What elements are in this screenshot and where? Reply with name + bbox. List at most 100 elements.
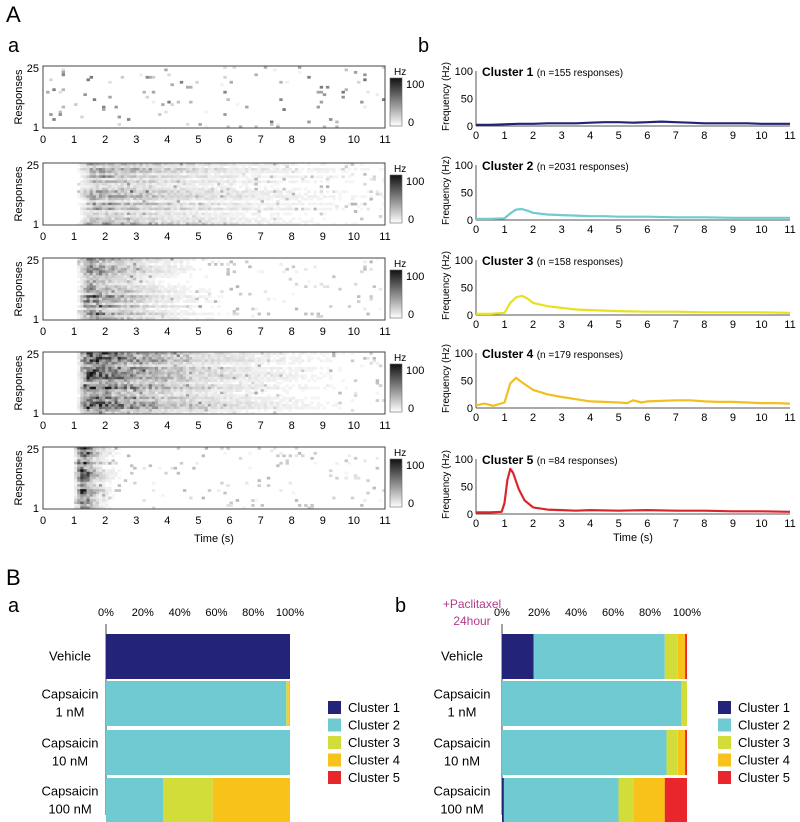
heatmap-cell <box>105 197 109 201</box>
heatmap-cell <box>161 315 165 318</box>
heatmap-cell <box>360 167 364 171</box>
heatmap-cell <box>248 195 252 199</box>
heatmap-cell <box>291 192 296 196</box>
heatmap-cell <box>102 491 106 495</box>
heatmap-cell <box>120 369 125 373</box>
heatmap-cell <box>164 356 168 360</box>
x-tick-label: 11 <box>379 326 390 338</box>
heatmap-cell <box>108 409 112 412</box>
heatmap-cell <box>276 190 280 194</box>
heatmap-cell <box>164 411 168 415</box>
heatmap-cell <box>313 207 317 211</box>
heatmap-cell <box>204 182 209 186</box>
heatmap-cell <box>154 290 159 294</box>
heatmap-cell <box>182 165 187 169</box>
heatmap-cell <box>226 185 230 189</box>
heatmap-cell <box>341 167 345 171</box>
heatmap-cell <box>86 215 90 218</box>
heatmap-cell <box>114 212 118 216</box>
heatmap-cell <box>297 66 302 69</box>
heatmap-cell <box>154 182 159 186</box>
heatmap-cell <box>167 170 171 174</box>
heatmap-cell <box>269 379 274 383</box>
heatmap-cell <box>235 366 240 370</box>
heatmap-cell <box>288 175 293 179</box>
heatmap-cell <box>220 359 224 363</box>
heatmap-cell <box>192 215 196 218</box>
heatmap-cell <box>98 205 103 208</box>
heatmap-cell <box>77 384 81 388</box>
heatmap-cell <box>204 312 209 316</box>
heatmap-cell <box>241 212 246 216</box>
heatmap-cell <box>161 359 165 363</box>
heatmap-cell <box>214 210 218 213</box>
heatmap-cell <box>111 466 115 470</box>
heatmap-cell <box>176 404 181 407</box>
heatmap-cell <box>313 374 317 378</box>
heatmap-cell <box>80 192 84 196</box>
heatmap-cell <box>201 381 205 385</box>
heatmap-cell <box>214 200 218 203</box>
heatmap-cell <box>89 75 94 79</box>
heatmap-cell <box>108 381 112 385</box>
heatmap-cell <box>363 195 367 199</box>
heatmap-cell <box>117 277 122 281</box>
heatmap-cell <box>170 103 174 106</box>
heatmap-cell <box>189 409 193 412</box>
heatmap-cell <box>123 167 128 171</box>
heatmap-cell <box>117 260 122 264</box>
y-tick-label: 1 <box>33 408 39 420</box>
heatmap-cell <box>325 175 330 179</box>
heatmap-cell <box>269 376 274 380</box>
heatmap-cell <box>210 404 215 407</box>
heatmap-cell <box>319 170 324 174</box>
heatmap-cell <box>102 352 106 355</box>
heatmap-cell <box>176 220 181 223</box>
heatmap-cell <box>86 354 90 358</box>
heatmap-cell <box>241 205 246 208</box>
heatmap-cell <box>170 287 174 291</box>
heatmap-cell <box>245 369 249 373</box>
heatmap-cell <box>301 220 305 223</box>
heatmap-cell <box>108 352 112 355</box>
heatmap-cell <box>136 187 140 191</box>
heatmap-cell <box>161 262 165 266</box>
heatmap-cell <box>92 464 97 468</box>
heatmap-cell <box>301 180 305 184</box>
heatmap-cell <box>139 212 143 216</box>
heatmap-cell <box>98 401 103 405</box>
heatmap-cell <box>120 195 125 199</box>
heatmap-cell <box>123 404 128 407</box>
heatmap-cell <box>372 356 376 360</box>
heatmap-cell <box>273 374 277 378</box>
heatmap-cell <box>179 287 184 291</box>
heatmap-cell <box>86 361 90 365</box>
heatmap-cell <box>378 192 383 196</box>
heatmap-cell <box>130 354 134 358</box>
heatmap-cell <box>139 379 143 383</box>
heatmap-cell <box>207 220 212 223</box>
heatmap-cell <box>210 215 215 218</box>
heatmap-cell <box>142 404 146 407</box>
heatmap-cell <box>83 366 87 370</box>
heatmap-cell <box>229 396 233 400</box>
heatmap-cell <box>220 391 224 395</box>
heatmap-cell <box>89 461 94 465</box>
heatmap-cell <box>86 401 90 405</box>
heatmap-cell <box>139 275 143 279</box>
heatmap-cell <box>235 374 240 378</box>
heatmap-cell <box>254 192 258 196</box>
heatmap-cell <box>161 167 165 171</box>
heatmap-cell <box>98 369 103 373</box>
heatmap-cell <box>182 202 187 206</box>
heatmap-cell <box>173 292 177 296</box>
heatmap-cell <box>80 496 84 500</box>
heatmap-cell <box>105 205 109 208</box>
x-tick-label: 10 <box>348 420 360 432</box>
heatmap-cell <box>120 396 125 400</box>
heatmap-cell <box>111 449 115 453</box>
heatmap-cell <box>217 406 221 410</box>
heatmap-cell <box>136 317 140 321</box>
heatmap-cell <box>276 207 280 211</box>
heatmap-cell <box>207 222 212 226</box>
